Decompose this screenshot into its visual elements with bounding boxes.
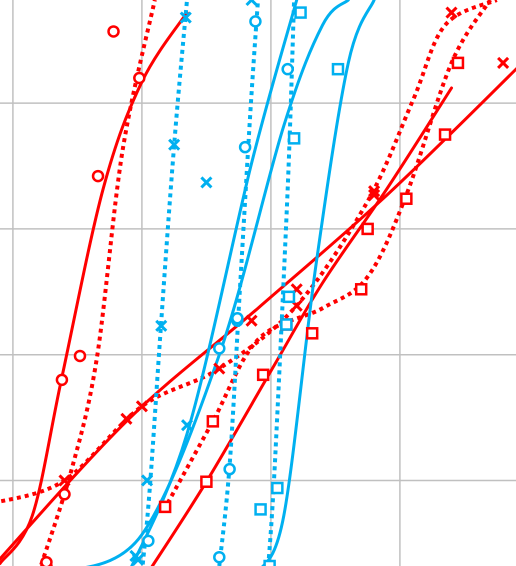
series-4-marker-2 <box>256 368 270 382</box>
series-5-marker-4 <box>451 56 465 70</box>
series-9-marker-0 <box>129 549 142 562</box>
series-line-10 <box>261 0 376 566</box>
series-10-marker-2 <box>331 62 345 76</box>
series-11-marker-3 <box>287 132 301 145</box>
series-7-marker-3 <box>238 140 252 154</box>
series-4-marker-1 <box>200 475 213 488</box>
series-9-marker-1 <box>140 474 154 487</box>
series-line-4 <box>150 86 453 566</box>
series-3-marker-5 <box>445 6 458 19</box>
series-5-marker-3 <box>400 192 413 205</box>
series-1-marker-2 <box>73 349 87 363</box>
series-line-11 <box>266 0 297 566</box>
series-3-marker-1 <box>135 400 148 413</box>
series-11-marker-0 <box>263 559 276 566</box>
series-7-marker-4 <box>249 15 262 28</box>
series-10-marker-0 <box>254 503 267 516</box>
series-4-marker-5 <box>438 128 452 141</box>
series-8-marker-2 <box>200 176 213 189</box>
series-11-marker-1 <box>271 481 284 495</box>
series-7-marker-2 <box>231 311 244 325</box>
series-2-marker-0 <box>120 412 133 425</box>
series-line-7 <box>217 0 260 566</box>
series-line-9 <box>140 0 189 566</box>
series-line-5 <box>165 0 492 505</box>
series-0-marker-2 <box>133 71 146 85</box>
series-3-marker-4 <box>368 188 381 202</box>
series-5-marker-0 <box>206 415 220 428</box>
series-11-marker-4 <box>294 6 307 19</box>
series-8-marker-3 <box>245 0 258 7</box>
series-8-marker-1 <box>180 419 194 432</box>
series-6-marker-0 <box>142 534 155 548</box>
series-7-marker-1 <box>223 462 236 476</box>
series-9-marker-3 <box>168 138 181 151</box>
series-2-marker-1 <box>245 314 258 327</box>
series-1-marker-4 <box>107 25 120 38</box>
series-3-marker-0 <box>58 474 71 487</box>
series-1-marker-3 <box>91 169 105 183</box>
series-11-marker-2 <box>282 290 296 304</box>
series-7-marker-0 <box>213 550 226 564</box>
series-1-marker-0 <box>40 555 53 566</box>
series-3-marker-2 <box>213 362 226 375</box>
chart-series-markers <box>40 0 510 566</box>
series-6-marker-1 <box>213 342 226 355</box>
series-9-marker-2 <box>155 319 168 332</box>
series-line-6 <box>85 0 350 566</box>
series-6-marker-3 <box>281 62 294 76</box>
series-5-marker-1 <box>305 327 319 340</box>
series-4-marker-4 <box>361 222 374 236</box>
series-2-marker-3 <box>368 185 381 198</box>
series-line-8 <box>130 0 299 566</box>
series-0-marker-1 <box>55 373 69 387</box>
series-9-marker-4 <box>179 11 192 24</box>
series-2-marker-4 <box>497 56 510 69</box>
series-1-marker-1 <box>58 488 71 501</box>
series-5-marker-2 <box>354 283 368 296</box>
series-4-marker-0 <box>158 500 172 514</box>
series-10-marker-1 <box>280 318 293 331</box>
